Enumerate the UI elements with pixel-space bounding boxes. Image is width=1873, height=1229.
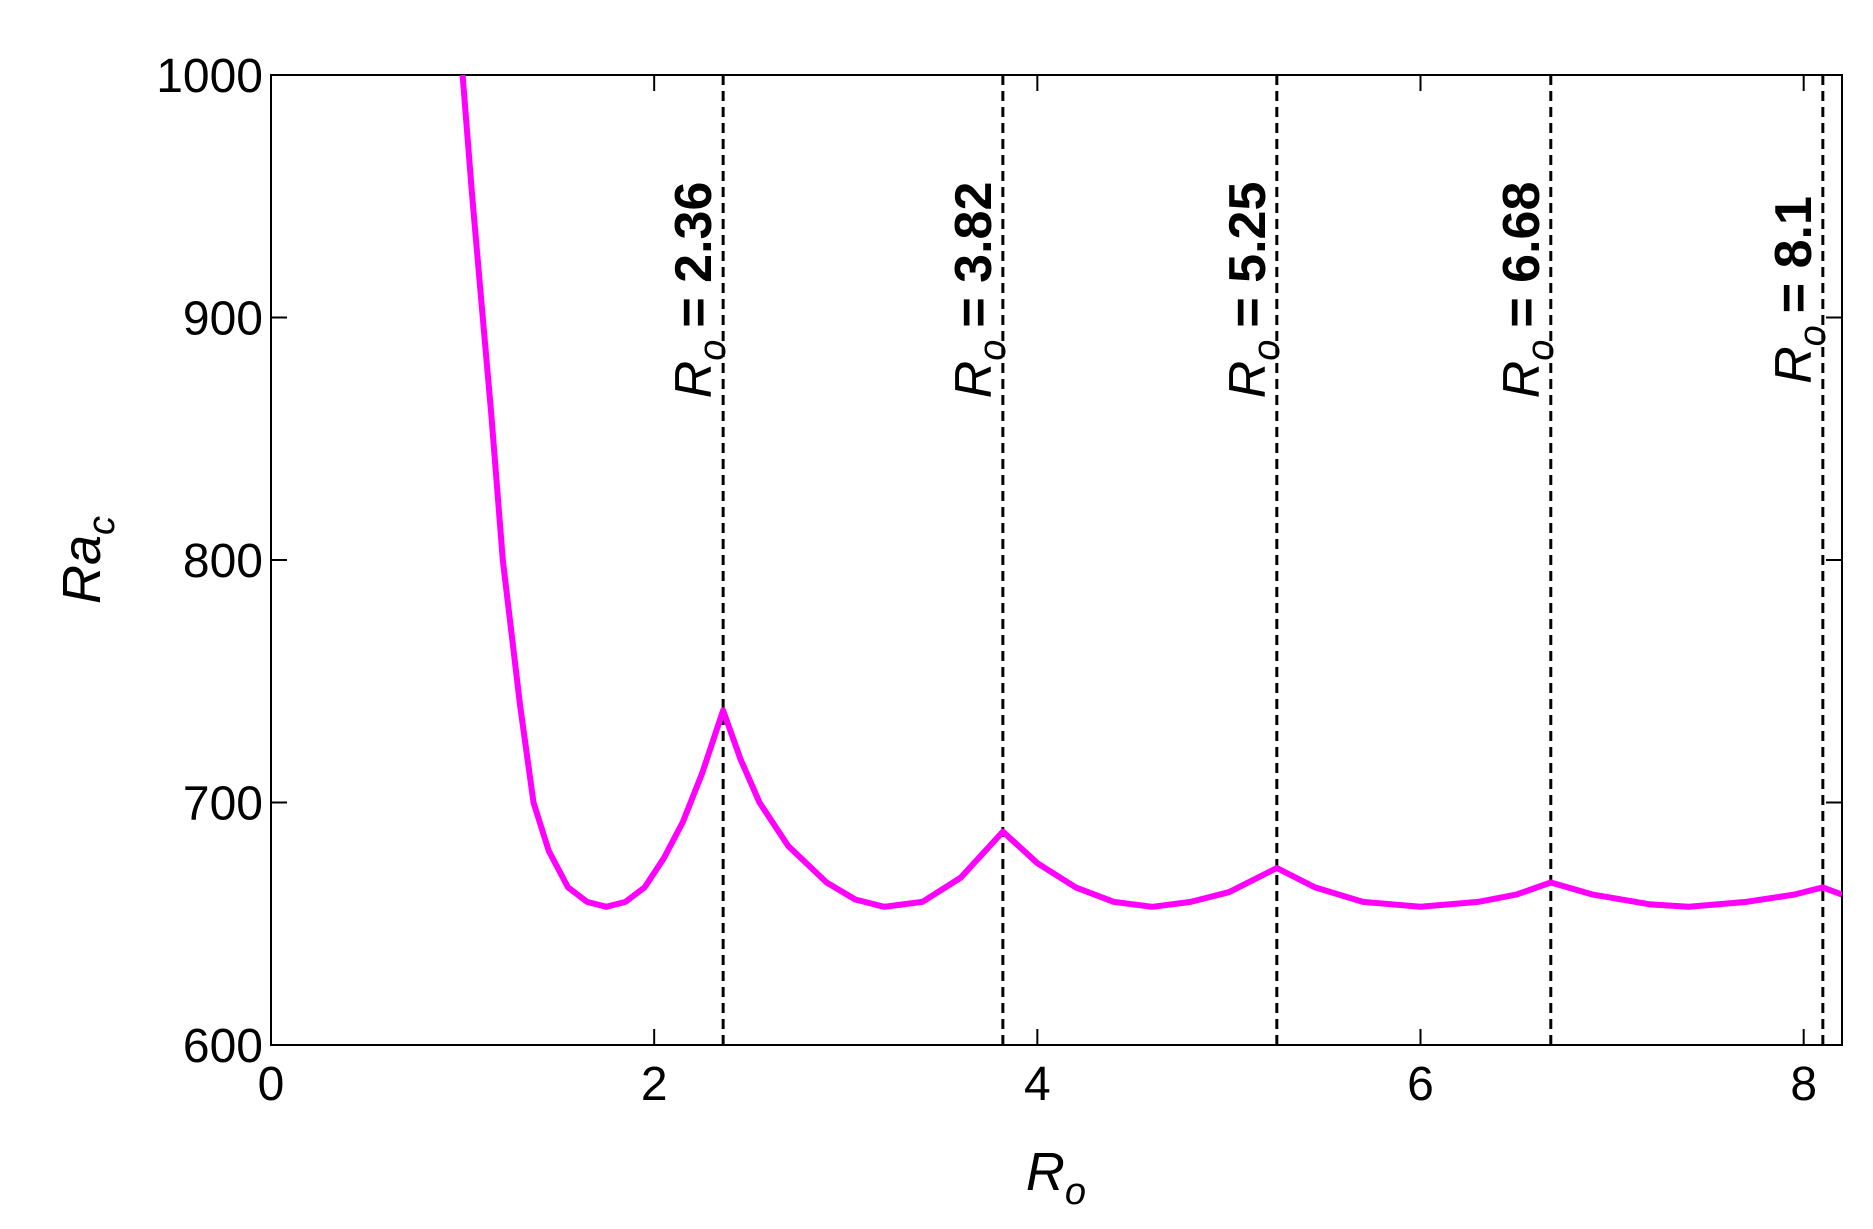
- annotation-symbol: R: [1493, 361, 1551, 399]
- annotation-text: = 8.1: [1765, 196, 1823, 313]
- plot-area: [459, 75, 1842, 910]
- annotation-text: = 2.36: [665, 182, 723, 328]
- x-tick-label: 0: [258, 1058, 285, 1111]
- y-axis-label: Rac: [52, 516, 123, 604]
- annotation-label: Ro = 2.36: [665, 182, 734, 399]
- annotation-symbol: R: [1219, 361, 1277, 399]
- annotation-subscript: o: [972, 340, 1014, 361]
- y-tick-label: 1000: [156, 50, 263, 103]
- x-label-symbol: R: [1026, 1142, 1065, 1202]
- annotation-text: = 6.68: [1493, 182, 1551, 328]
- annotation-symbol: R: [945, 361, 1003, 399]
- annotation-symbol: R: [665, 361, 723, 399]
- annotation-subscript: o: [1246, 340, 1288, 361]
- annotation-label: Ro = 5.25: [1219, 182, 1288, 399]
- x-tick-label: 2: [641, 1058, 668, 1111]
- y-tick-label: 700: [183, 778, 263, 831]
- y-label-symbol: Ra: [52, 535, 112, 604]
- x-tick-label: 4: [1024, 1058, 1051, 1111]
- annotation-subscript: o: [692, 340, 734, 361]
- annotation-label: Ro = 3.82: [945, 182, 1014, 399]
- annotation-text: = 3.82: [945, 182, 1003, 328]
- x-label-subscript: o: [1065, 1171, 1086, 1213]
- x-axis-label: Ro: [1026, 1142, 1086, 1213]
- data-line: [459, 75, 1842, 910]
- annotation-symbol: R: [1765, 346, 1823, 384]
- y-tick-label: 600: [183, 1020, 263, 1073]
- annotation-text: = 5.25: [1219, 182, 1277, 328]
- annotation-label: Ro = 6.68: [1493, 182, 1562, 399]
- annotation-subscript: o: [1792, 325, 1834, 346]
- y-tick-label: 800: [183, 535, 263, 588]
- y-tick-label: 900: [183, 293, 263, 346]
- y-label-subscript: c: [81, 516, 123, 535]
- annotation-subscript: o: [1520, 340, 1562, 361]
- x-tick-label: 6: [1407, 1058, 1434, 1111]
- x-tick-label: 8: [1790, 1058, 1817, 1111]
- annotation-label: Ro = 8.1: [1765, 196, 1834, 384]
